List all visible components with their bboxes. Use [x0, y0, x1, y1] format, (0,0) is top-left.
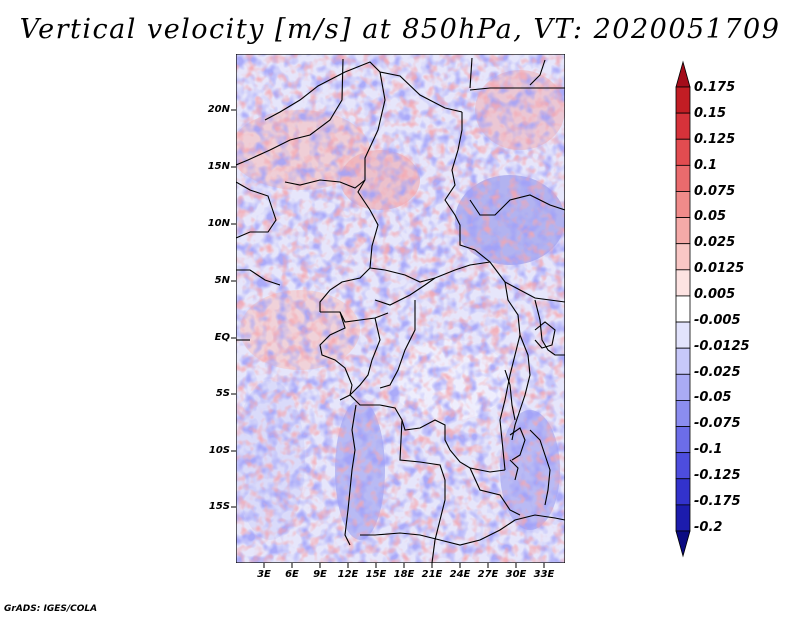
- colorbar-swatch: [675, 452, 691, 480]
- colorbar-label: -0.075: [694, 416, 741, 431]
- lon-label: 15E: [365, 569, 387, 580]
- lon-label: 33E: [533, 569, 555, 580]
- border-line: [504, 281, 565, 303]
- colorbar-swatch: [675, 295, 691, 323]
- lon-label: 21E: [421, 569, 443, 580]
- border-line: [320, 311, 389, 323]
- lake-outline: [534, 321, 556, 349]
- lat-label: EQ: [214, 332, 230, 343]
- border-line: [374, 277, 436, 306]
- lat-label: 15N: [207, 161, 230, 172]
- border-line: [529, 59, 546, 86]
- colorbar-label: -0.005: [694, 313, 741, 328]
- lon-label: 9E: [313, 569, 327, 580]
- colorbar-swatch: [675, 321, 691, 349]
- border-line: [469, 467, 521, 516]
- border-line: [344, 404, 357, 546]
- lat-label: 5S: [215, 388, 230, 399]
- colorbar-label: -0.05: [694, 390, 732, 405]
- lake-outline: [504, 369, 516, 421]
- lon-label: 3E: [257, 569, 271, 580]
- border-line: [349, 394, 506, 473]
- lon-label: 30E: [505, 569, 527, 580]
- lat-label: 20N: [207, 104, 230, 115]
- border-line: [264, 61, 463, 121]
- border-line: [499, 281, 521, 471]
- colorbar-label: 0.075: [694, 184, 736, 199]
- colorbar-label: 0.1: [694, 158, 718, 173]
- lake-outline: [509, 459, 519, 481]
- colorbar-label: 0.0125: [694, 261, 745, 276]
- map-plot-area: [236, 54, 565, 563]
- colorbar-label: -0.0125: [694, 339, 750, 354]
- border-line: [529, 429, 551, 506]
- colorbar-label: -0.2: [694, 520, 723, 535]
- country-borders: [236, 57, 565, 563]
- border-line: [319, 71, 386, 312]
- credit-text: GrADS: IGES/COLA: [4, 604, 98, 614]
- colorbar-swatch: [675, 530, 691, 558]
- map-ticks: [231, 109, 545, 568]
- lon-label: 18E: [393, 569, 415, 580]
- colorbar-swatch: [675, 426, 691, 454]
- colorbar-label: 0.175: [694, 80, 736, 95]
- colorbar-swatch: [675, 112, 691, 140]
- colorbar-label: 0.15: [694, 106, 727, 121]
- border-line: [284, 179, 366, 189]
- border-line: [399, 419, 446, 563]
- colorbar-label: 0.005: [694, 287, 736, 302]
- border-line: [360, 514, 565, 546]
- colorbar-swatch: [675, 400, 691, 427]
- border-line: [339, 394, 351, 401]
- colorbar-label: -0.1: [694, 442, 723, 457]
- colorbar-label: 0.025: [694, 235, 736, 250]
- colorbar-swatch: [675, 86, 691, 114]
- border-line: [534, 299, 565, 356]
- border-line: [469, 57, 473, 89]
- colorbar-swatch: [675, 164, 691, 192]
- lon-label: 27E: [477, 569, 499, 580]
- colorbar-swatch: [675, 60, 691, 88]
- lat-label: 15S: [208, 501, 230, 512]
- colorbar-swatch: [675, 269, 691, 297]
- border-line: [369, 261, 491, 283]
- lat-label: 10N: [207, 218, 230, 229]
- map-title: Vertical velocity [m/s] at 850hPa, VT: 2…: [19, 14, 781, 45]
- border-line: [469, 87, 565, 91]
- colorbar-label: -0.175: [694, 494, 741, 509]
- lon-label: 6E: [285, 569, 299, 580]
- colorbar-swatch: [675, 217, 691, 245]
- colorbar-label: 0.05: [694, 209, 727, 224]
- border-line: [379, 300, 416, 389]
- border-line: [469, 194, 565, 216]
- lat-label: 10S: [208, 445, 230, 456]
- lon-label: 24E: [449, 569, 471, 580]
- lon-label: 12E: [337, 569, 359, 580]
- colorbar-swatch: [675, 191, 691, 218]
- colorbar-swatch: [675, 243, 691, 271]
- colorbar-label: -0.025: [694, 365, 741, 380]
- colorbar-swatch: [675, 138, 691, 166]
- border-line: [511, 334, 531, 441]
- lat-label: 5N: [214, 275, 230, 286]
- border-line: [319, 311, 353, 396]
- colorbar-swatch: [675, 373, 691, 401]
- lake-outline: [509, 427, 526, 461]
- border-line: [236, 181, 277, 239]
- border-line: [236, 269, 281, 286]
- colorbar-swatch: [675, 347, 691, 375]
- colorbar-label: 0.125: [694, 132, 736, 147]
- field-noise-red: [236, 54, 565, 563]
- colorbar-swatch: [675, 478, 691, 506]
- border-line: [444, 112, 506, 283]
- colorbar-label: -0.125: [694, 468, 741, 483]
- border-line: [236, 58, 344, 166]
- colorbar: [675, 60, 691, 558]
- border-line: [349, 317, 381, 396]
- colorbar-swatch: [675, 504, 691, 532]
